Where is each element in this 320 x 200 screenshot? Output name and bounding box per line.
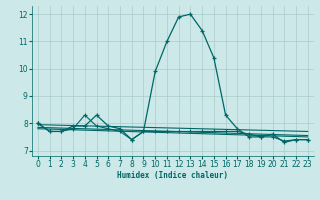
X-axis label: Humidex (Indice chaleur): Humidex (Indice chaleur): [117, 171, 228, 180]
